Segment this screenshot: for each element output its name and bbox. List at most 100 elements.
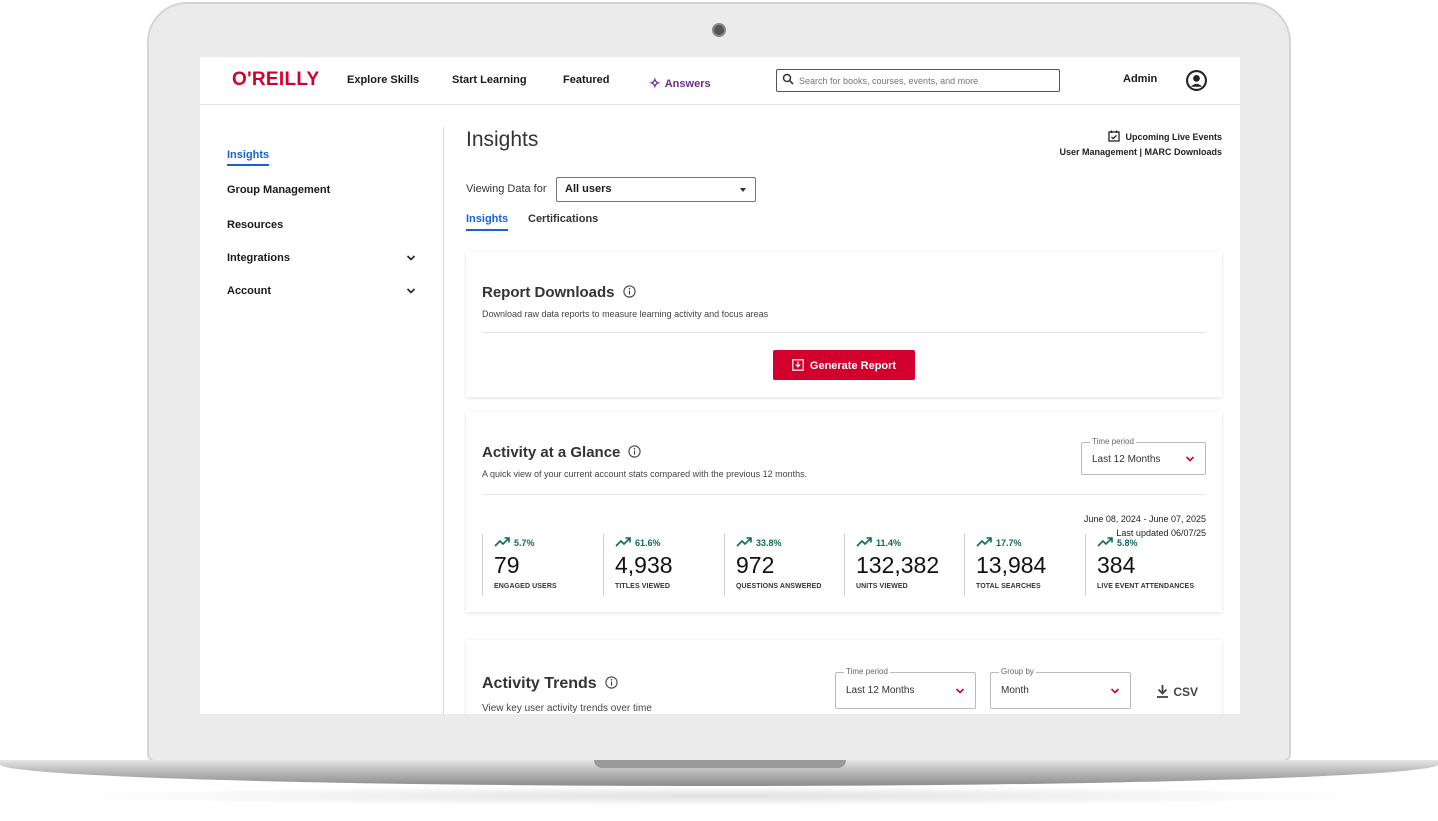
report-downloads-description: Download raw data reports to measure lea… bbox=[482, 309, 769, 319]
chevron-down-icon bbox=[1185, 456, 1195, 462]
stat-value: 384 bbox=[1097, 552, 1136, 578]
laptop-notch bbox=[594, 760, 846, 768]
divider bbox=[482, 494, 1206, 495]
stat-value: 79 bbox=[494, 552, 520, 578]
info-icon[interactable] bbox=[628, 445, 642, 458]
oreilly-logo[interactable]: O'REILLY bbox=[232, 69, 320, 90]
nav-answers[interactable]: ✧ Answers bbox=[649, 74, 711, 91]
admin-link[interactable]: Admin bbox=[1123, 73, 1158, 85]
download-box-icon bbox=[792, 358, 804, 371]
stat-questions-answered: 33.8% 972 QUESTIONS ANSWERED bbox=[724, 534, 844, 596]
chevron-down-icon[interactable] bbox=[406, 286, 416, 296]
stat-live-event-attendances: 5.8% 384 LIVE EVENT ATTENDANCES bbox=[1085, 534, 1215, 596]
activity-glance-title: Activity at a Glance bbox=[482, 444, 621, 461]
trending-up-icon bbox=[615, 537, 631, 547]
viewing-data-select[interactable]: All users bbox=[556, 177, 756, 202]
stat-value: 972 bbox=[736, 552, 775, 578]
page-title: Insights bbox=[466, 128, 539, 151]
activity-trends-description: View key user activity trends over time bbox=[482, 703, 652, 714]
stat-trend: 33.8% bbox=[736, 537, 844, 548]
upcoming-live-events-label: Upcoming Live Events bbox=[1125, 132, 1222, 142]
trending-up-icon bbox=[1097, 537, 1113, 547]
generate-report-label: Generate Report bbox=[809, 359, 897, 372]
stat-trend: 5.8% bbox=[1097, 537, 1215, 548]
stat-label: QUESTIONS ANSWERED bbox=[736, 583, 822, 590]
info-icon[interactable] bbox=[605, 676, 618, 689]
sidebar-item-insights[interactable]: Insights bbox=[227, 149, 270, 166]
chevron-down-icon bbox=[955, 688, 965, 694]
sparkle-icon: ✧ bbox=[649, 75, 661, 91]
stat-label: LIVE EVENT ATTENDANCES bbox=[1097, 583, 1195, 590]
viewing-data-value: All users bbox=[565, 183, 612, 195]
header-links: Upcoming Live Events User Management | M… bbox=[1059, 130, 1222, 160]
activity-trends-title: Activity Trends bbox=[482, 675, 597, 692]
viewing-data-label: Viewing Data for bbox=[466, 183, 547, 195]
activity-glance-heading: Activity at a Glance bbox=[482, 444, 642, 461]
stat-value: 132,382 bbox=[856, 552, 940, 578]
upcoming-live-events-link[interactable]: Upcoming Live Events bbox=[1059, 130, 1222, 145]
user-management-marc-links[interactable]: User Management | MARC Downloads bbox=[1059, 147, 1222, 157]
stat-trend-value: 17.7% bbox=[996, 538, 1022, 548]
search-input[interactable] bbox=[799, 73, 1049, 88]
time-period-label: Time period bbox=[1090, 437, 1136, 446]
trending-up-icon bbox=[494, 537, 510, 547]
group-by-value: Month bbox=[1001, 685, 1029, 696]
tab-insights[interactable]: Insights bbox=[466, 213, 509, 231]
laptop-shadow bbox=[40, 786, 1398, 806]
trending-up-icon bbox=[856, 537, 872, 547]
calendar-check-icon bbox=[1108, 130, 1121, 142]
stat-trend-value: 33.8% bbox=[756, 538, 782, 548]
top-nav: O'REILLY Explore Skills Start Learning F… bbox=[200, 57, 1240, 105]
user-avatar-icon[interactable] bbox=[1186, 70, 1207, 91]
stat-titles-viewed: 61.6% 4,938 TITLES VIEWED bbox=[603, 534, 723, 596]
stat-trend: 11.4% bbox=[856, 537, 964, 548]
sidebar-item-resources[interactable]: Resources bbox=[227, 219, 284, 231]
stat-trend-value: 5.7% bbox=[514, 538, 535, 548]
stat-trend-value: 11.4% bbox=[876, 538, 902, 548]
camera-dot bbox=[712, 23, 726, 37]
csv-download-button[interactable]: CSV bbox=[1156, 684, 1198, 699]
time-period-value: Last 12 Months bbox=[1092, 454, 1161, 465]
stat-trend: 5.7% bbox=[494, 537, 602, 548]
download-icon bbox=[1157, 685, 1169, 698]
info-icon[interactable] bbox=[622, 285, 636, 298]
stat-value: 4,938 bbox=[615, 552, 673, 578]
nav-explore-skills[interactable]: Explore Skills bbox=[347, 74, 420, 86]
sidebar-item-integrations[interactable]: Integrations bbox=[227, 252, 290, 264]
activity-glance-description: A quick view of your current account sta… bbox=[482, 469, 808, 479]
trends-time-period-select[interactable]: Time period Last 12 Months bbox=[835, 667, 976, 709]
sidebar-item-account[interactable]: Account bbox=[227, 285, 271, 297]
sidebar-item-group-management[interactable]: Group Management bbox=[227, 184, 331, 196]
stat-units-viewed: 11.4% 132,382 UNITS VIEWED bbox=[844, 534, 964, 596]
stat-trend-value: 5.8% bbox=[1117, 538, 1138, 548]
search-box[interactable] bbox=[776, 69, 1060, 92]
stat-label: UNITS VIEWED bbox=[856, 583, 908, 590]
screen: O'REILLY Explore Skills Start Learning F… bbox=[200, 57, 1240, 714]
time-period-value: Last 12 Months bbox=[846, 685, 915, 696]
trending-up-icon bbox=[736, 537, 752, 547]
stat-label: TITLES VIEWED bbox=[615, 583, 670, 590]
csv-label: CSV bbox=[1173, 685, 1198, 699]
activity-trends-card: Activity Trends View key user activity t… bbox=[466, 640, 1222, 714]
stat-trend: 61.6% bbox=[615, 537, 723, 548]
tab-certifications[interactable]: Certifications bbox=[528, 213, 599, 225]
last-updated: Last updated 06/07/25 bbox=[1116, 528, 1206, 538]
trending-up-icon bbox=[976, 537, 992, 547]
report-downloads-title: Report Downloads bbox=[482, 284, 615, 301]
report-downloads-card: Report Downloads Download raw data repor… bbox=[466, 252, 1222, 397]
chevron-down-icon[interactable] bbox=[406, 253, 416, 263]
group-by-select[interactable]: Group by Month bbox=[990, 667, 1131, 709]
stat-total-searches: 17.7% 13,984 TOTAL SEARCHES bbox=[964, 534, 1084, 596]
stat-trend: 17.7% bbox=[976, 537, 1084, 548]
group-by-label: Group by bbox=[999, 667, 1036, 676]
nav-featured[interactable]: Featured bbox=[563, 74, 610, 86]
stat-label: TOTAL SEARCHES bbox=[976, 583, 1041, 590]
caret-down-icon bbox=[740, 188, 746, 192]
stat-value: 13,984 bbox=[976, 552, 1047, 578]
glance-time-period-select[interactable]: Time period Last 12 Months bbox=[1081, 437, 1206, 475]
nav-answers-label: Answers bbox=[664, 78, 711, 90]
chevron-down-icon bbox=[1110, 688, 1120, 694]
nav-start-learning[interactable]: Start Learning bbox=[452, 74, 527, 86]
activity-glance-card: Activity at a Glance A quick view of you… bbox=[466, 412, 1222, 612]
generate-report-button[interactable]: Generate Report bbox=[773, 350, 915, 380]
